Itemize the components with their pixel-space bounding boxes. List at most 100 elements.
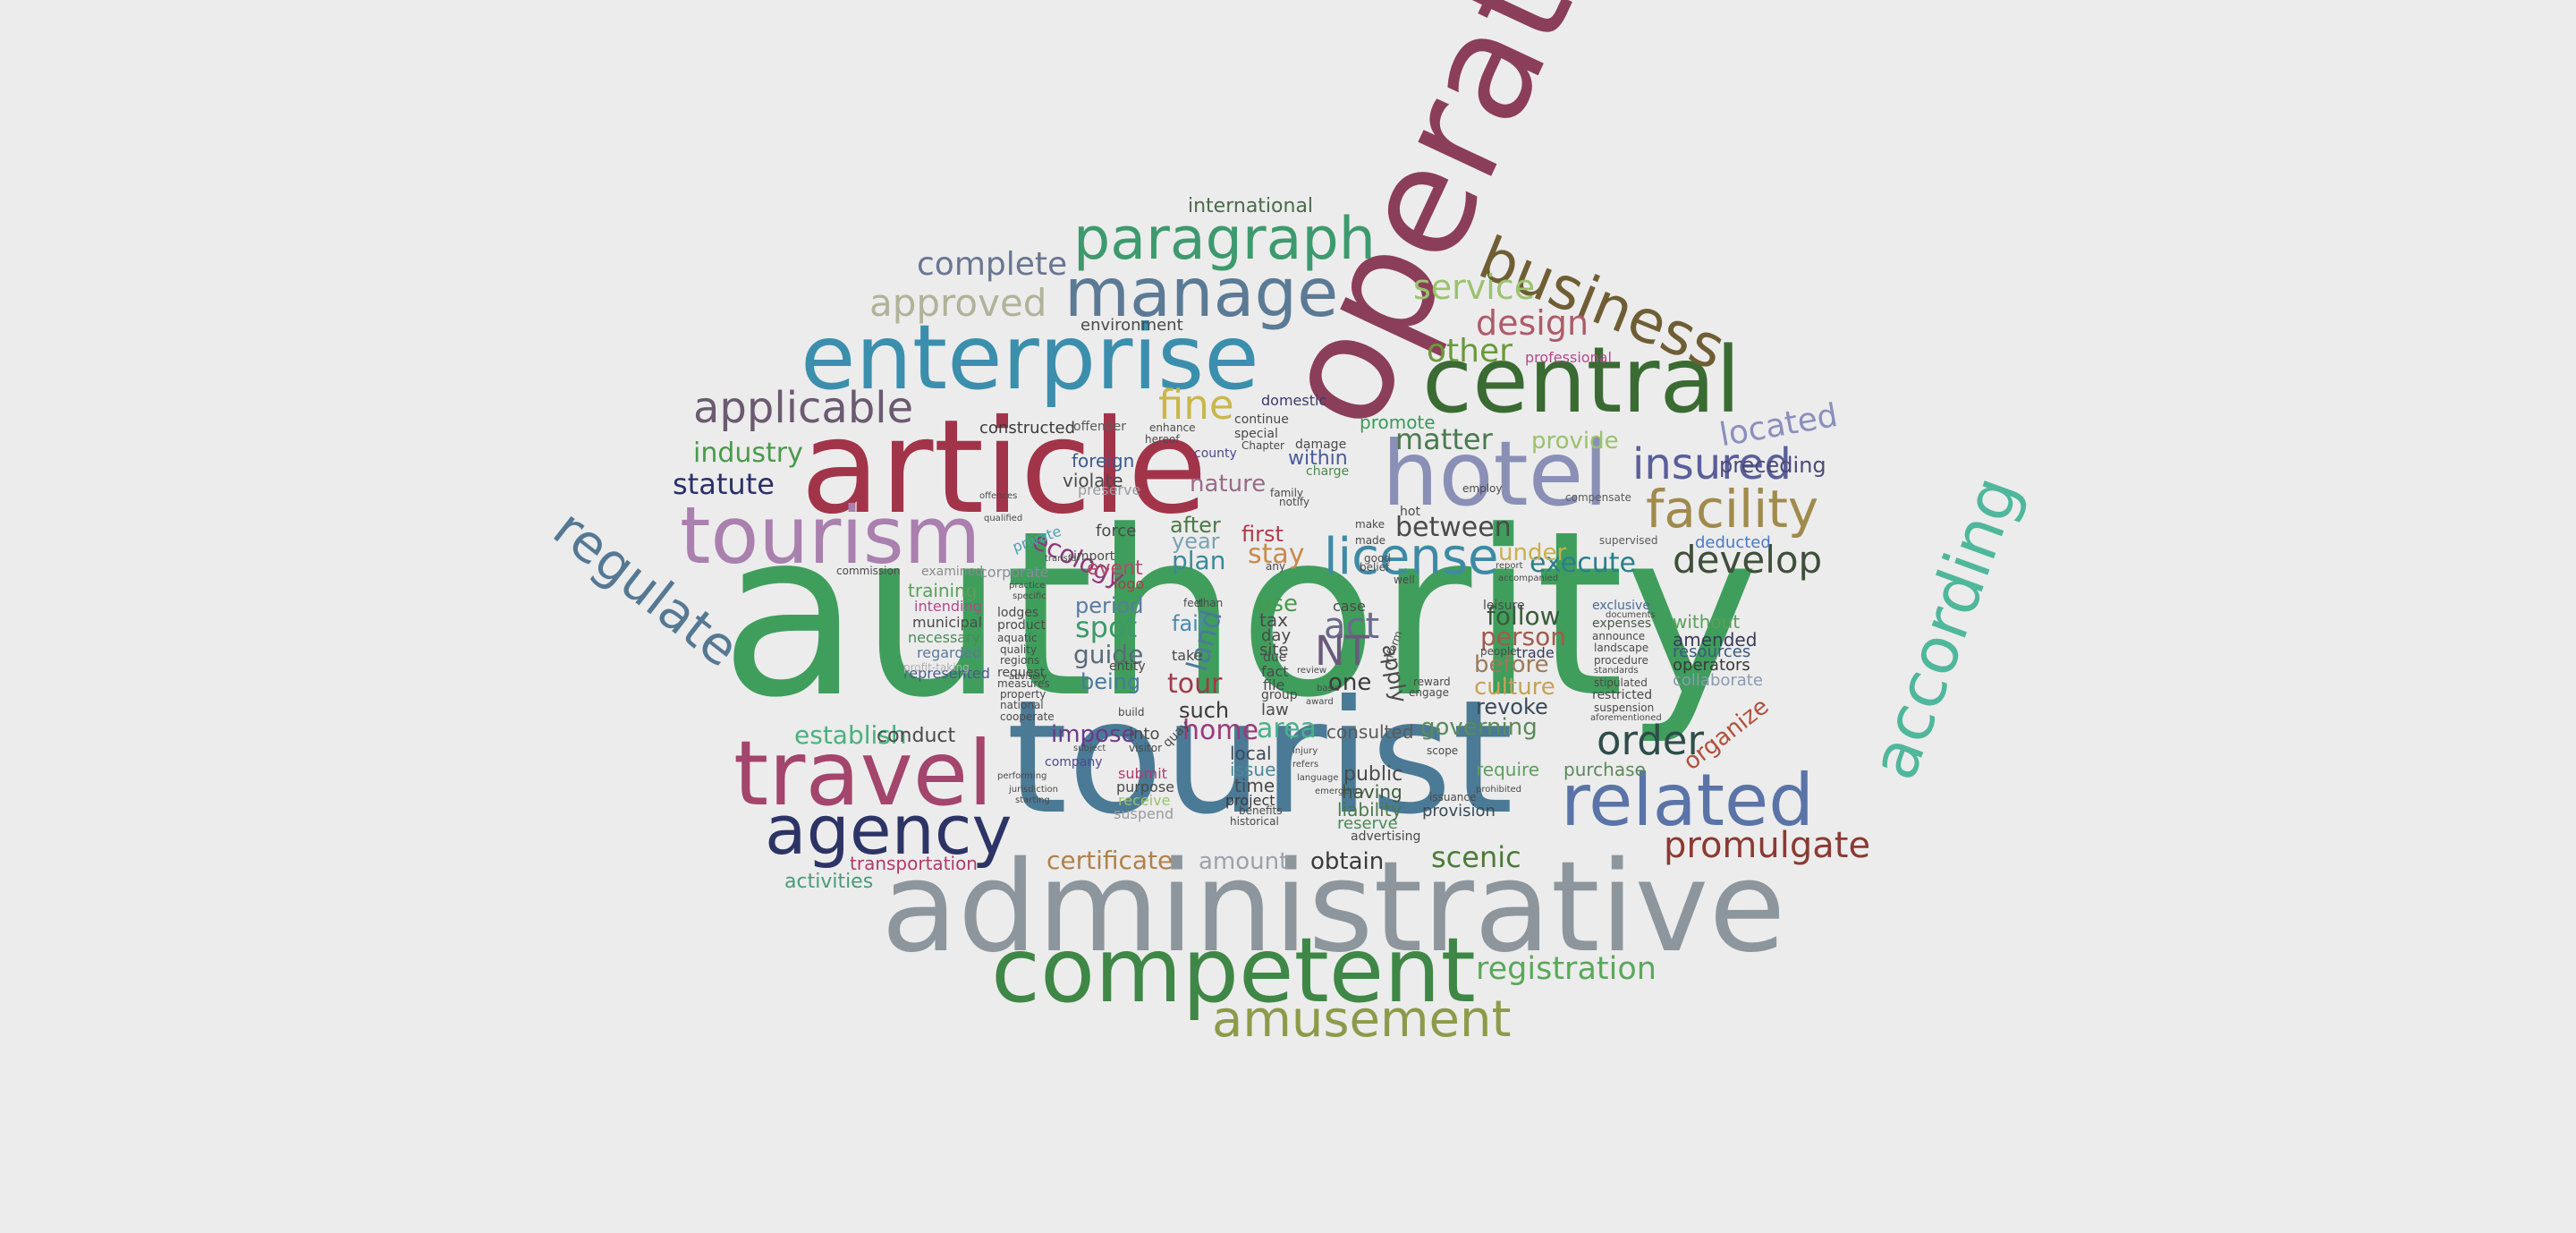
word-documents: documents [1606,610,1656,620]
word-establish: establish [794,720,907,750]
word-emergency: emergency [1315,787,1366,796]
word-any: any [1266,560,1286,573]
word-industry: industry [693,438,803,469]
word-fact: fact [1261,663,1289,680]
word-hot: hot [1400,505,1420,519]
word-commission: commission [836,565,901,577]
word-prohibited: prohibited [1476,785,1522,795]
word-request: request [997,666,1046,680]
word-employ: employ [1462,482,1503,495]
word-people: people [1480,645,1517,658]
word-file: file [1263,676,1285,693]
word-license: license [1324,528,1499,586]
word-tourist: tourist [1006,668,1513,849]
word-order: order [1597,717,1704,764]
word-promote: promote [1360,412,1436,433]
word-site: site [1259,641,1289,659]
word-such: such [1179,698,1230,723]
word-take: take [1172,647,1203,664]
word-authority: authority [720,482,1760,748]
word-standards: standards [1594,666,1639,676]
word-statute: statute [673,467,775,501]
word-qualified: qualified [984,514,1023,523]
word-being: being [1080,669,1141,694]
word-scenic: scenic [1431,840,1521,874]
word-procedure: procedure [1594,654,1648,667]
word-activities: activities [784,871,874,893]
word-performing: performing [997,771,1047,781]
word-entity: entity [1109,659,1146,674]
word-training: training [908,580,978,601]
word-good: good [1364,552,1391,565]
word-accompanied: accompanied [1498,574,1559,583]
word-language: language [1297,773,1339,783]
word-insured: insured [1632,439,1792,489]
word-act: act [1324,606,1380,647]
word-amount: amount [1199,848,1289,875]
word-hotel: hotel [1382,421,1609,526]
word-after: after [1170,513,1221,538]
word-trade: trade [1516,644,1555,661]
word-represented: represented [903,665,990,682]
word-examined: examined [921,565,984,579]
word-jurisdiction: jurisdiction [1009,785,1058,795]
word-into: into [1129,725,1160,744]
word-transportation: transportation [850,853,978,874]
word-approved: approved [869,281,1047,325]
word-deducted: deducted [1695,533,1771,552]
word-than: than [1199,597,1224,609]
word-amended: amended [1673,629,1758,651]
word-preserve: preserve [1078,481,1141,498]
word-announce: announce [1592,630,1646,642]
word-facility: facility [1646,479,1819,540]
word-according: according [1855,466,2034,789]
word-county: county [1194,446,1237,461]
word-follow: follow [1487,601,1561,631]
word-well: well [1394,574,1415,586]
word-operators: operators [1673,656,1750,675]
word-issue: issue [1230,759,1276,780]
word-report: report [1496,561,1523,571]
word-landscape: landscape [1594,642,1649,654]
word-practice: practice [1009,581,1046,591]
word-event: event [1087,557,1143,580]
word-purpose: purpose [1116,778,1174,795]
word-damage: damage [1295,438,1347,452]
word-design: design [1476,303,1589,343]
word-period: period [1075,593,1144,618]
word-logo: logo [1114,575,1145,592]
word-amusement: amusement [1212,991,1512,1049]
word-consulted: consulted [1326,721,1414,743]
word-one: one [1328,669,1372,696]
word-applicable: applicable [693,383,914,433]
word-basis: basis [1317,684,1340,693]
word-public: public [1343,763,1403,786]
word-starting: starting [1015,795,1050,805]
word-hereof: hereof [1145,433,1180,446]
word-paragraph: paragraph [1073,206,1376,273]
word-service: service [1413,268,1536,307]
word-charge: charge [1306,464,1350,479]
word-belief: belief [1360,561,1390,574]
word-require: require [1476,759,1540,780]
word-suspend: suspend [1114,805,1174,822]
word-under: under [1498,540,1567,566]
word-first: first [1241,522,1284,547]
word-chapter: Chapter [1241,439,1284,452]
word-foreign: foreign [1072,450,1135,472]
word-collaborate: collaborate [1673,671,1763,690]
word-within: within [1288,447,1348,470]
word-central: central [1422,327,1741,434]
word-related: related [1561,759,1814,842]
word-resources: resources [1673,642,1751,661]
word-revoke: revoke [1476,694,1548,719]
word-award: award [1306,697,1334,707]
word-expenses: expenses [1592,616,1652,631]
word-administrative: administrative [881,835,1786,981]
word-quality: quality [1000,643,1038,656]
word-necessary: necessary [908,629,981,646]
word-property: property [1000,688,1046,701]
word-injury: injury [1292,746,1318,756]
word-issuance: issuance [1429,791,1477,804]
